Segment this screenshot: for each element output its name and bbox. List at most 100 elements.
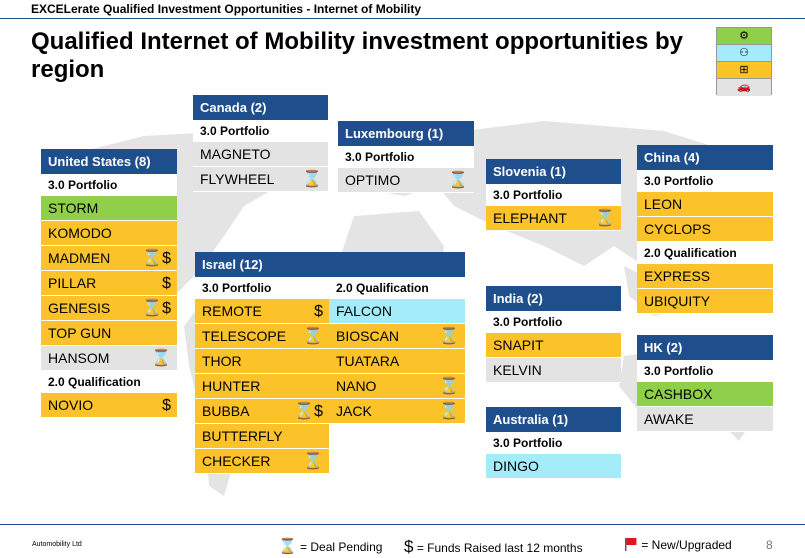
red-flag-icon [625,538,637,551]
section-label: 2.0 Qualification [329,277,465,299]
company-name: TOP GUN [48,325,112,341]
company-name: LEON [644,196,683,212]
company-row: REMOTE $ [195,299,329,324]
company-name: TELESCOPE [202,328,287,344]
status-marks-icon: ⌛ [595,210,615,227]
legend-new: = New/Upgraded [624,537,732,552]
company-row: MADMEN ⌛$ [41,246,177,271]
company-row: KELVIN [486,358,621,383]
hourglass-icon: ⌛ [278,538,297,555]
company-name: Automobility Ltd [32,541,82,548]
company-row: DINGO [486,454,621,479]
company-name: CHECKER [202,453,271,469]
section-label: 3.0 Portfolio [486,311,621,333]
section-label: 3.0 Portfolio [338,146,474,168]
region-title: Australia (1) [486,407,621,432]
company-row: THOR [195,349,329,374]
section-label: 3.0 Portfolio [637,170,773,192]
status-marks-icon: ⌛ [302,171,322,188]
company-name: NANO [336,378,377,394]
region-canada: Canada (2) 3.0 Portfolio MAGNETO FLYWHEEL ⌛ [193,95,328,192]
status-marks-icon: ⌛ [448,172,468,189]
company-row: MAGNETO [193,142,328,167]
region-united-states: United States (8) 3.0 Portfolio STORM KOMOD… [41,149,177,418]
company-row: TUATARA [329,349,465,374]
company-row: AWAKE [637,407,773,432]
legend-new-label: = New/Upgraded [641,538,732,552]
section-label: 3.0 Portfolio [486,432,621,454]
company-name: KELVIN [493,362,542,378]
region-australia: Australia (1) 3.0 Portfolio DINGO [486,407,621,479]
slide-title: Qualified Internet of Mobility investmen… [31,28,684,83]
company-name: CYCLOPS [644,221,711,237]
company-name: NOVIO [48,397,94,413]
company-row: TOP GUN [41,321,177,346]
section-label: 3.0 Portfolio [486,184,621,206]
header-bar [0,0,805,19]
category-legend: ⚙ ⚇ ⊞ 🚗 [716,27,772,96]
company-name: HUNTER [202,378,261,394]
company-row: BUBBA ⌛$ [195,399,329,424]
status-marks-icon: ⌛$ [142,250,171,267]
company-row: OPTIMO ⌛ [338,168,474,193]
car-icon: 🚗 [717,79,771,96]
gear-icon: ⚙ [717,28,771,45]
page-number: 8 [766,538,773,552]
status-marks-icon: ⌛ [439,403,459,420]
company-row: GENESIS ⌛$ [41,296,177,321]
region-slovenia: Slovenia (1) 3.0 Portfolio ELEPHANT ⌛ [486,159,621,231]
section-label: 3.0 Portfolio [195,277,329,299]
company-row: SNAPIT [486,333,621,358]
israel-qualification-column: 2.0 Qualification FALCON BIOSCAN ⌛ TUATARA NA… [329,277,465,474]
region-hk: HK (2) 3.0 Portfolio CASHBOX AWAKE [637,335,773,432]
region-title: Slovenia (1) [486,159,621,184]
status-marks-icon: ⌛$ [142,300,171,317]
company-row: KOMODO [41,221,177,246]
section-label: 3.0 Portfolio [637,360,773,382]
company-row: FALCON [329,299,465,324]
company-name: TUATARA [336,353,400,369]
company-name: UBIQUITY [644,293,711,309]
company-row: UBIQUITY [637,289,773,314]
company-row: BUTTERFLY [195,424,329,449]
legend-funds: $ = Funds Raised last 12 months [404,537,583,557]
company-row: BIOSCAN ⌛ [329,324,465,349]
region-title: China (4) [637,145,773,170]
status-marks-icon: $ [314,303,323,320]
company-name: BIOSCAN [336,328,400,344]
company-name: HANSOM [48,350,110,366]
status-marks-icon: ⌛ [303,328,323,345]
company-name: DINGO [493,458,539,474]
company-name: FALCON [336,303,393,319]
status-marks-icon: ⌛ [151,350,171,367]
company-row: NOVIO $ [41,393,177,418]
region-israel: Israel (12) 3.0 Portfolio REMOTE $ TELESCOP… [195,252,465,474]
status-marks-icon: ⌛ [439,378,459,395]
company-name: SNAPIT [493,337,544,353]
company-name: MADMEN [48,250,111,266]
region-title: Israel (12) [195,252,465,277]
company-row: PILLAR $ [41,271,177,296]
company-row: HANSOM ⌛ [41,346,177,371]
company-name: CASHBOX [644,386,713,402]
region-title: Luxembourg (1) [338,121,474,146]
region-title: Canada (2) [193,95,328,120]
status-marks-icon: ⌛$ [294,403,323,420]
company-name: GENESIS [48,300,111,316]
status-marks-icon: ⌛ [303,453,323,470]
company-name: MAGNETO [200,146,271,162]
company-name: BUTTERFLY [202,428,283,444]
company-row: ELEPHANT ⌛ [486,206,621,231]
status-marks-icon: ⌛ [439,328,459,345]
section-label: 3.0 Portfolio [41,174,177,196]
footer-divider [0,524,805,525]
company-row: JACK ⌛ [329,399,465,424]
company-name: REMOTE [202,303,262,319]
section-label: 3.0 Portfolio [193,120,328,142]
status-marks-icon: $ [162,397,171,414]
region-title: India (2) [486,286,621,311]
company-row: NANO ⌛ [329,374,465,399]
company-row: HUNTER [195,374,329,399]
region-luxembourg: Luxembourg (1) 3.0 Portfolio OPTIMO ⌛ [338,121,474,193]
company-name: THOR [202,353,242,369]
